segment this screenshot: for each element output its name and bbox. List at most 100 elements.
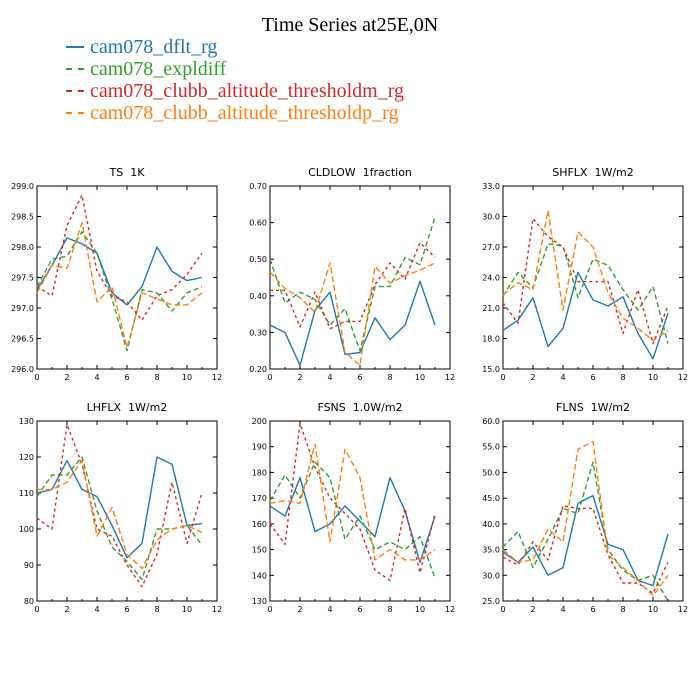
x-tick-label: 2 <box>297 605 302 614</box>
x-tick-label: 6 <box>357 373 362 382</box>
x-tick-label: 4 <box>327 605 332 614</box>
y-tick-label: 33.0 <box>482 182 500 191</box>
x-tick-label: 0 <box>267 373 272 382</box>
y-tick-label: 15.0 <box>482 365 500 374</box>
x-tick-label: 2 <box>530 373 535 382</box>
x-tick-label: 0 <box>267 605 272 614</box>
x-tick-label: 4 <box>94 605 99 614</box>
legend-entry-dflt: cam078_dflt_rg <box>66 36 404 58</box>
x-tick-label: 0 <box>34 373 39 382</box>
x-tick-label: 12 <box>212 373 222 382</box>
x-tick-label: 10 <box>415 605 425 614</box>
y-tick-label: 296.0 <box>11 365 34 374</box>
y-tick-label: 140 <box>252 571 267 580</box>
panel-title: SHFLX 1W/m2 <box>552 166 634 179</box>
y-tick-label: 0.70 <box>249 182 267 191</box>
legend-swatch-thresholdm <box>66 90 84 92</box>
y-tick-label: 60.0 <box>482 417 500 426</box>
y-tick-label: 160 <box>252 520 267 529</box>
panel-title: TS 1K <box>109 166 146 179</box>
x-tick-label: 2 <box>297 373 302 382</box>
series-line-4 <box>36 221 203 349</box>
x-tick-label: 6 <box>124 605 129 614</box>
y-tick-label: 0.60 <box>249 219 267 228</box>
legend: cam078_dflt_rg cam078_expldiff cam078_cl… <box>66 36 404 124</box>
x-tick-label: 0 <box>34 605 39 614</box>
y-tick-label: 0.20 <box>249 365 267 374</box>
y-tick-label: 200 <box>252 417 267 426</box>
series-line-4 <box>269 443 436 561</box>
plot-frame <box>269 185 451 370</box>
series-line-3 <box>502 505 669 594</box>
x-tick-label: 6 <box>357 605 362 614</box>
y-tick-label: 30.0 <box>482 571 500 580</box>
y-tick-label: 110 <box>19 489 34 498</box>
x-tick-label: 6 <box>590 373 595 382</box>
x-tick-label: 8 <box>620 373 625 382</box>
x-tick-label: 4 <box>560 373 565 382</box>
x-tick-label: 8 <box>387 605 392 614</box>
series-line-3 <box>502 217 669 345</box>
x-tick-label: 6 <box>124 373 129 382</box>
y-tick-label: 25.0 <box>482 597 500 606</box>
y-tick-label: 170 <box>252 494 267 503</box>
y-tick-label: 298.0 <box>11 243 34 252</box>
x-tick-label: 10 <box>648 605 658 614</box>
x-tick-label: 8 <box>620 605 625 614</box>
y-tick-label: 27.0 <box>482 243 500 252</box>
series-line-4 <box>502 440 669 597</box>
x-tick-label: 10 <box>182 605 192 614</box>
series-line-3 <box>270 241 436 330</box>
legend-label-expldiff: cam078_expldiff <box>90 58 227 80</box>
series-line-2 <box>502 461 669 602</box>
series-line-1 <box>36 456 203 559</box>
legend-label-thresholdm: cam078_clubb_altitude_thresholdm_rg <box>90 80 405 102</box>
series-line-1 <box>269 280 436 366</box>
series-line-4 <box>37 459 203 570</box>
series-line-2 <box>269 461 436 579</box>
x-tick-label: 12 <box>678 605 688 614</box>
y-tick-label: 190 <box>252 443 267 452</box>
plot-frame <box>36 185 218 370</box>
y-tick-label: 296.5 <box>11 335 34 344</box>
x-tick-label: 0 <box>500 605 505 614</box>
legend-swatch-dflt <box>66 46 84 48</box>
x-tick-label: 10 <box>648 373 658 382</box>
y-tick-label: 297.0 <box>11 304 34 313</box>
x-tick-label: 12 <box>212 605 222 614</box>
y-tick-label: 24.0 <box>482 274 500 283</box>
y-tick-label: 297.5 <box>11 274 34 283</box>
legend-swatch-expldiff <box>66 68 84 70</box>
x-tick-label: 12 <box>678 373 688 382</box>
panel-5: FSNS 1.0W/m2 0 2 4 6 8 10 12 130 140 150 160 170 180 1… <box>252 401 455 614</box>
x-tick-label: 10 <box>415 373 425 382</box>
x-tick-label: 12 <box>445 605 455 614</box>
y-tick-label: 100 <box>19 525 34 534</box>
y-tick-label: 21.0 <box>482 304 500 313</box>
panel-title: FSNS 1.0W/m2 <box>317 401 402 414</box>
y-tick-label: 30.0 <box>482 213 500 222</box>
series-line-2 <box>269 216 436 352</box>
legend-entry-expldiff: cam078_expldiff <box>66 58 404 80</box>
panel-title: FLNS 1W/m2 <box>556 401 630 414</box>
panel-1: TS 1K 0 2 4 6 8 10 12 296.0 296.5 297.0 297.5 298.0 2… <box>11 166 222 382</box>
series-line-1 <box>502 271 669 360</box>
y-tick-label: 130 <box>252 597 267 606</box>
y-tick-label: 50.0 <box>482 468 500 477</box>
y-tick-label: 130 <box>19 417 34 426</box>
y-tick-label: 35.0 <box>482 546 500 555</box>
y-tick-label: 90 <box>24 561 34 570</box>
y-tick-label: 120 <box>19 453 34 462</box>
x-tick-label: 2 <box>64 373 69 382</box>
chart-title: Time Series at25E,0N <box>261 14 439 36</box>
legend-swatch-thresholdp <box>66 112 84 114</box>
panel-title: LHFLX 1W/m2 <box>87 401 168 414</box>
y-tick-label: 298.5 <box>11 213 34 222</box>
series-line-4 <box>269 262 436 366</box>
y-tick-label: 40.0 <box>482 520 500 529</box>
series-line-1 <box>36 237 203 306</box>
series-line-1 <box>502 494 669 587</box>
panel-title: CLDLOW 1fraction <box>308 166 412 179</box>
legend-label-thresholdp: cam078_clubb_altitude_thresholdp_rg <box>90 102 399 124</box>
